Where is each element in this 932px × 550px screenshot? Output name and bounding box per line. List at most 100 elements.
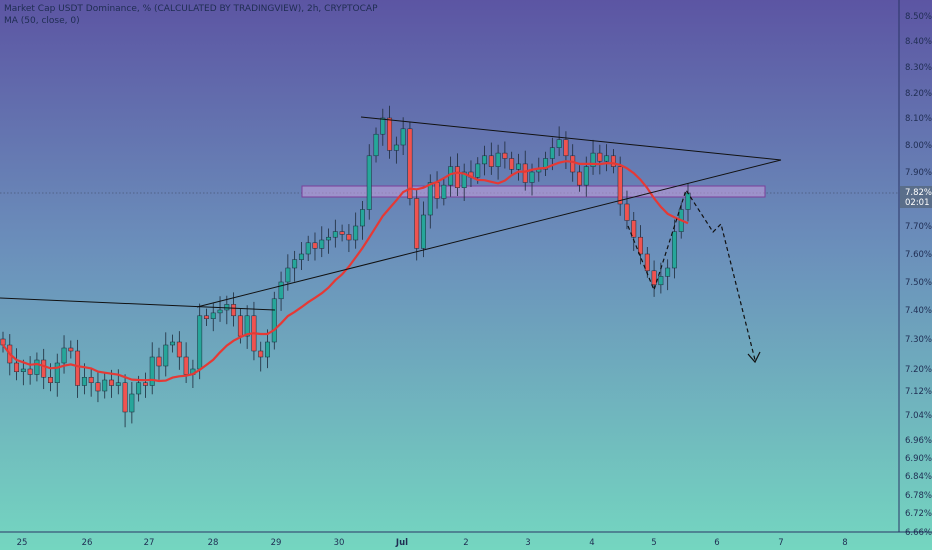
- candle[interactable]: [298, 241, 304, 270]
- time-tick-label: 30: [334, 538, 345, 548]
- candle[interactable]: [597, 144, 603, 175]
- candle[interactable]: [115, 369, 121, 395]
- price-tick-label: 7.60%: [905, 250, 932, 260]
- time-tick-label: 26: [82, 538, 93, 548]
- candle[interactable]: [393, 136, 399, 164]
- candle[interactable]: [631, 211, 637, 251]
- candle[interactable]: [20, 359, 26, 386]
- time-tick-label: 5: [651, 538, 656, 548]
- candle[interactable]: [590, 139, 596, 175]
- candle[interactable]: [88, 368, 94, 397]
- candle[interactable]: [176, 331, 182, 370]
- resistance-zone[interactable]: [301, 185, 766, 198]
- candle[interactable]: [556, 126, 562, 157]
- candle[interactable]: [400, 117, 406, 155]
- candle[interactable]: [217, 296, 223, 322]
- candle[interactable]: [624, 190, 630, 230]
- price-tick-label: 6.84%: [905, 472, 932, 482]
- candle[interactable]: [502, 141, 508, 169]
- candle[interactable]: [421, 201, 426, 258]
- candle[interactable]: [122, 374, 128, 428]
- candle[interactable]: [149, 342, 155, 395]
- candle[interactable]: [61, 335, 67, 374]
- candle[interactable]: [14, 348, 20, 381]
- price-tick-label: 8.10%: [905, 114, 932, 124]
- candle[interactable]: [244, 305, 250, 349]
- candle[interactable]: [387, 105, 393, 159]
- candle[interactable]: [265, 329, 270, 369]
- candle[interactable]: [671, 219, 677, 279]
- candle[interactable]: [665, 259, 671, 291]
- svg-text:02:01: 02:01: [905, 198, 930, 208]
- price-tick-label: 8.00%: [905, 141, 932, 151]
- candle[interactable]: [339, 224, 345, 242]
- candle[interactable]: [488, 142, 494, 175]
- candle[interactable]: [81, 363, 87, 395]
- candle[interactable]: [258, 341, 264, 372]
- candle[interactable]: [75, 339, 81, 398]
- old-resistance-line[interactable]: [0, 297, 276, 311]
- candle[interactable]: [34, 352, 40, 382]
- candle[interactable]: [224, 295, 230, 325]
- candle[interactable]: [27, 356, 33, 385]
- candle[interactable]: [95, 370, 101, 403]
- candle[interactable]: [610, 149, 616, 174]
- candle[interactable]: [651, 260, 657, 297]
- descending-resistance-line[interactable]: [360, 116, 782, 161]
- price-tick-label: 8.50%: [905, 12, 932, 22]
- projection-path[interactable]: [627, 188, 756, 361]
- candle[interactable]: [156, 347, 162, 380]
- candle[interactable]: [454, 153, 460, 197]
- candle[interactable]: [41, 348, 47, 390]
- candle[interactable]: [129, 381, 135, 424]
- candle[interactable]: [326, 228, 331, 254]
- candle[interactable]: [577, 165, 582, 192]
- time-axis[interactable]: 25 26 27 28 29 30 Jul 2 3 4 5 6 7 8: [17, 538, 848, 548]
- price-tick-label: 6.66%: [905, 528, 932, 538]
- candle[interactable]: [495, 144, 501, 180]
- ascending-support-line[interactable]: [196, 159, 782, 308]
- candle[interactable]: [461, 163, 467, 201]
- candle[interactable]: [278, 271, 284, 311]
- candle[interactable]: [407, 122, 413, 206]
- candle[interactable]: [346, 224, 352, 253]
- candle[interactable]: [142, 372, 148, 398]
- candle[interactable]: [414, 188, 420, 261]
- candle[interactable]: [617, 156, 623, 216]
- candle[interactable]: [366, 144, 372, 220]
- candle[interactable]: [604, 144, 610, 172]
- candle[interactable]: [54, 353, 60, 397]
- price-axis[interactable]: 8.50% 8.40% 8.30% 8.20% 8.10% 8.00% 7.90% 7.70%…: [905, 12, 932, 538]
- candle[interactable]: [163, 332, 169, 377]
- svg-text:7.82%: 7.82%: [905, 188, 932, 198]
- candle[interactable]: [102, 373, 108, 399]
- candle[interactable]: [509, 151, 515, 176]
- candle[interactable]: [638, 225, 643, 265]
- indicator-label[interactable]: MA (50, close, 0): [4, 16, 80, 26]
- moving-average-line[interactable]: [2, 160, 689, 383]
- projection-arrow-icon: [747, 351, 761, 364]
- price-tick-label: 7.04%: [905, 411, 932, 421]
- candle[interactable]: [441, 178, 447, 206]
- candle[interactable]: [380, 108, 386, 146]
- candle[interactable]: [204, 308, 209, 326]
- candle[interactable]: [312, 232, 318, 261]
- time-tick-label: 2: [463, 538, 468, 548]
- candle[interactable]: [373, 127, 379, 163]
- candle[interactable]: [482, 145, 487, 176]
- candle[interactable]: [271, 291, 277, 350]
- candle[interactable]: [543, 151, 549, 176]
- candle[interactable]: [170, 334, 176, 353]
- candle[interactable]: [515, 153, 521, 181]
- candle[interactable]: [319, 226, 325, 258]
- time-tick-label: 27: [144, 538, 155, 548]
- candle[interactable]: [292, 250, 298, 282]
- candle[interactable]: [332, 219, 338, 248]
- candle[interactable]: [68, 340, 74, 359]
- candle[interactable]: [360, 200, 365, 240]
- candle[interactable]: [353, 212, 359, 249]
- price-tick-label: 7.40%: [905, 306, 932, 316]
- candle[interactable]: [305, 235, 311, 261]
